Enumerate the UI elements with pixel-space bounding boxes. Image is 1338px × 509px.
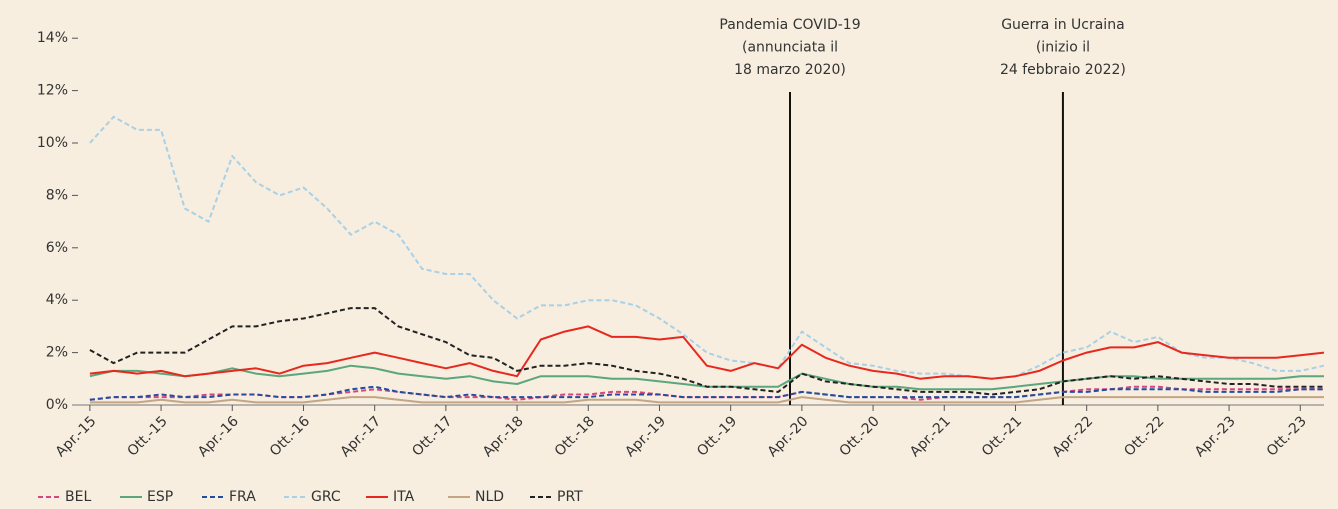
x-tick-label: Apr.-19	[622, 413, 669, 460]
y-tick-label: 0%	[46, 397, 68, 413]
x-tick-label: Ott.-17	[409, 413, 455, 459]
legend-label: PRT	[557, 489, 583, 505]
legend-label: GRC	[311, 489, 341, 505]
x-tick-label: Apr.-23	[1192, 413, 1239, 460]
legend-label: ITA	[393, 489, 415, 505]
y-tick-label: 10%	[37, 135, 68, 151]
annotation-text: 24 febbraio 2022)	[1000, 62, 1126, 78]
legend-label: BEL	[65, 489, 91, 505]
x-tick-label: Ott.-16	[267, 413, 313, 459]
x-tick-label: Apr.-21	[907, 413, 954, 460]
annotation-text: 18 marzo 2020)	[734, 62, 846, 78]
x-tick-label: Apr.-20	[765, 413, 812, 460]
y-tick-label: 6%	[46, 240, 68, 256]
y-tick-label: 2%	[46, 345, 68, 361]
legend-label: NLD	[475, 489, 504, 505]
annotation-text: (inizio il	[1036, 40, 1090, 56]
series-line	[89, 115, 1325, 380]
x-tick-label: Ott.-23	[1264, 413, 1310, 459]
x-tick-label: Ott.-20	[837, 413, 883, 459]
x-tick-label: Apr.-16	[195, 413, 242, 460]
x-tick-label: Apr.-18	[480, 413, 527, 460]
legend-label: ESP	[147, 489, 173, 505]
x-tick-label: Ott.-22	[1121, 413, 1167, 459]
x-tick-label: Apr.-17	[337, 413, 384, 460]
legend-label: FRA	[229, 489, 256, 505]
y-tick-label: 4%	[46, 292, 68, 308]
series-line	[89, 307, 1324, 396]
series-line	[89, 385, 1324, 401]
x-tick-label: Ott.-19	[694, 413, 740, 459]
annotation-text: (annunciata il	[742, 40, 838, 56]
series-line	[89, 325, 1325, 380]
y-tick-label: 8%	[46, 187, 68, 203]
x-tick-label: Ott.-21	[979, 413, 1025, 459]
series-line	[89, 396, 1324, 404]
x-tick-label: Apr.-22	[1049, 413, 1096, 460]
x-tick-label: Apr.-15	[53, 413, 100, 460]
y-tick-label: 14%	[37, 30, 68, 46]
x-tick-label: Ott.-18	[552, 413, 598, 459]
annotation-text: Pandemia COVID-19	[719, 17, 860, 33]
annotation-text: Guerra in Ucraina	[1001, 17, 1124, 33]
y-tick-label: 12%	[37, 83, 68, 99]
x-tick-label: Ott.-15	[125, 413, 171, 459]
